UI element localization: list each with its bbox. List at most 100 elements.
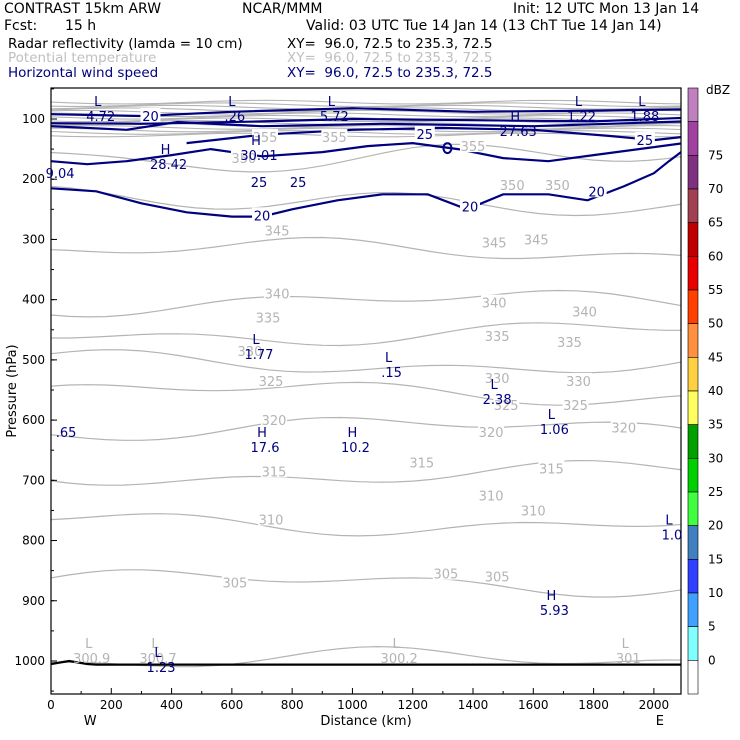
colorbar-swatch: [687, 155, 699, 190]
wind-label: 25: [290, 176, 307, 191]
x-tick-label: 800: [281, 698, 304, 712]
extremum-marker: L: [638, 95, 646, 110]
x-tick-label: 1400: [458, 698, 489, 712]
extremum-marker: H: [510, 110, 520, 125]
theta-label-bg: [478, 424, 505, 439]
theta-label-bg: [321, 129, 348, 144]
theta-label-bg: [255, 309, 282, 324]
colorbar-swatch: [687, 357, 699, 392]
colorbar-label: 35: [708, 418, 723, 432]
x-tick-label: 200: [100, 698, 123, 712]
field-theta-xy: XY= 96.0, 72.5 to 235.3, 72.5: [287, 50, 493, 66]
theta-label: 330: [238, 345, 263, 360]
x-axis-label: Distance (km): [320, 714, 411, 729]
theta-label: 335: [485, 330, 510, 345]
y-tick-label: 800: [22, 534, 45, 548]
wind-label-bg: [252, 207, 273, 222]
theta-label: 305: [433, 568, 458, 583]
theta-contour-300: [51, 645, 681, 668]
y-tick-label: 600: [22, 413, 45, 427]
colorbar-unit: dBZ: [706, 83, 730, 97]
east-label: E: [656, 714, 664, 729]
theta-contour-340: [51, 289, 681, 318]
theta-contour-upper: [51, 102, 681, 108]
field-wind-xy: XY= 96.0, 72.5 to 235.3, 72.5: [287, 65, 493, 81]
theta-label: 315: [262, 465, 287, 480]
theta-label: 350: [545, 179, 570, 194]
valid-time: Valid: 03 UTC Tue 14 Jan 14 (13 ChT Tue …: [306, 18, 662, 34]
extremum-marker: L: [548, 408, 556, 423]
extremum-marker: L: [385, 351, 393, 366]
wind-label: 25: [417, 128, 434, 143]
x-tick-label: 1000: [337, 698, 368, 712]
colorbar-swatch: [687, 323, 699, 358]
extremum-value: 1.0: [662, 528, 683, 543]
theta-label-bg: [252, 129, 279, 144]
wind-label: 20: [254, 209, 271, 224]
y-axis-label: Pressure (hPa): [5, 344, 20, 437]
theta-contour-345: [51, 236, 681, 260]
theta-contour-305: [51, 569, 681, 598]
extremum-marker: L: [328, 95, 336, 110]
y-tick-label: 500: [22, 353, 45, 367]
theta-label: 335: [256, 312, 281, 327]
colorbar-label: 70: [708, 182, 723, 196]
theta-label-bg: [544, 177, 571, 192]
extremum-value: 9.04: [46, 167, 75, 182]
colorbar-label: 75: [708, 148, 723, 162]
colorbar-label: 40: [708, 384, 723, 398]
theta-label-bg: [481, 234, 508, 249]
extremum-value: 4.72: [86, 110, 115, 125]
theta-contour-355: [51, 143, 681, 173]
theta-label-bg: [499, 177, 526, 192]
extremum-marker: H: [348, 426, 358, 441]
wind-label-bg: [288, 174, 309, 189]
colorbar-label: 55: [708, 283, 723, 297]
colorbar-swatch: [687, 525, 699, 560]
extremum-marker: H: [251, 134, 261, 149]
extremum-value: 5.72: [320, 110, 349, 125]
theta-label-bg: [230, 150, 257, 165]
extremum-marker: L: [665, 513, 673, 528]
theta-label-bg: [261, 412, 288, 427]
theta-contour-350: [51, 185, 681, 217]
extremum-marker: H: [161, 143, 171, 158]
init-time: Init: 12 UTC Mon 13 Jan 14: [513, 1, 700, 17]
x-tick-label: 0: [47, 698, 55, 712]
extremum-value: 1.23: [147, 661, 176, 676]
wind-contour-island: [442, 142, 453, 155]
center-label: NCAR/MMM: [242, 1, 323, 17]
theta-contour-330: [51, 349, 681, 374]
field-wind-name: Horizontal wind speed: [8, 65, 159, 81]
field-reflectivity-name: Radar reflectivity (lamda = 10 cm): [8, 36, 243, 52]
fcst-value: 15 h: [65, 18, 97, 34]
theta-label: 345: [524, 233, 549, 248]
theta-label: 340: [482, 297, 507, 312]
theta-label: 355: [322, 131, 347, 146]
y-tick-label: 200: [22, 172, 45, 186]
colorbar-swatch: [687, 592, 699, 627]
wind-label: 25: [637, 134, 654, 149]
extremum-marker: L: [393, 637, 401, 652]
extremum-value: 1.77: [245, 348, 274, 363]
theta-label: 325: [563, 399, 588, 414]
theta-label: 310: [479, 489, 504, 504]
extremum-marker: L: [622, 637, 630, 652]
extremum-marker: L: [154, 646, 162, 661]
theta-label: 320: [611, 421, 636, 436]
theta-label-bg: [571, 303, 598, 318]
colorbar-swatch: [687, 289, 699, 324]
extremum-value: 30.01: [240, 149, 277, 164]
extremum-value: 28.42: [150, 158, 187, 173]
wind-label: 20: [588, 185, 605, 200]
colorbar-swatch: [687, 87, 699, 122]
colorbar-swatch: [687, 121, 699, 156]
x-tick-label: 600: [220, 698, 243, 712]
extremum-value: 1.22: [567, 110, 596, 125]
theta-label-bg: [236, 342, 263, 357]
colorbar-label: 20: [708, 519, 723, 533]
colorbar-label: 45: [708, 350, 723, 364]
theta-label: 330: [485, 372, 510, 387]
extremum-marker: L: [490, 378, 498, 393]
theta-contour-310: [51, 513, 681, 537]
